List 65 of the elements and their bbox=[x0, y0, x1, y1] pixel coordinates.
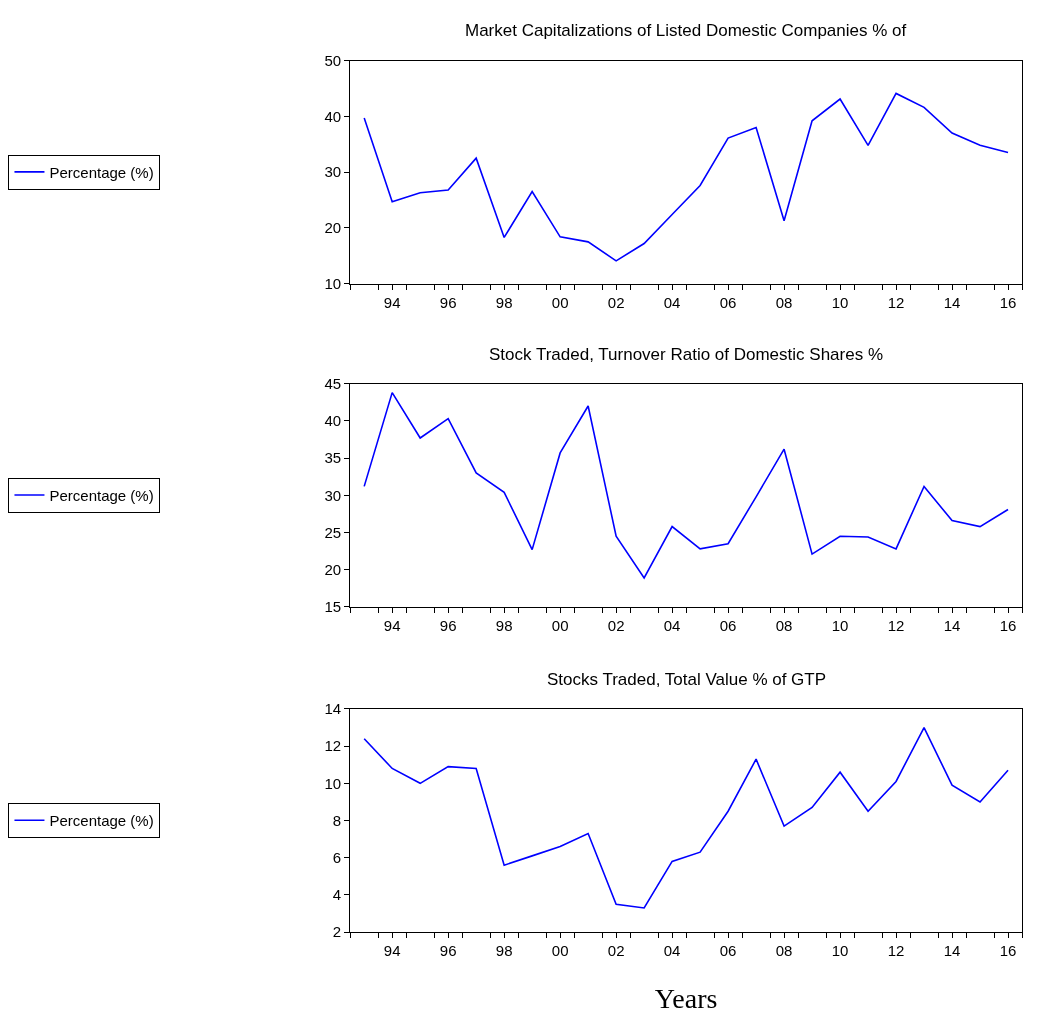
x-tick-label: 16 bbox=[999, 293, 1017, 311]
x-tick-label: 96 bbox=[439, 616, 457, 634]
x-tick-label: 04 bbox=[663, 942, 681, 960]
line-series bbox=[363, 726, 1009, 909]
chart-title: Stocks Traded, Total Value % of GTP bbox=[547, 670, 827, 689]
x-tick-label: 96 bbox=[439, 942, 457, 960]
y-tick-label: 35 bbox=[324, 449, 342, 467]
legend-label: Percentage (%) bbox=[49, 486, 154, 504]
x-tick-label: 10 bbox=[831, 942, 849, 960]
y-tick-label: 12 bbox=[324, 737, 342, 755]
x-tick-label: 02 bbox=[607, 616, 625, 634]
y-tick-label: 40 bbox=[324, 107, 342, 125]
x-tick-label: 06 bbox=[719, 293, 737, 311]
y-tick-label: 15 bbox=[324, 598, 342, 616]
x-tick-label: 98 bbox=[495, 942, 513, 960]
x-tick-label: 10 bbox=[831, 616, 849, 634]
x-tick-label: 16 bbox=[999, 616, 1017, 634]
x-axis-title: Years bbox=[654, 983, 718, 1015]
legend-label: Percentage (%) bbox=[49, 812, 154, 830]
x-tick-label: 12 bbox=[887, 942, 905, 960]
x-tick-label: 14 bbox=[943, 942, 961, 960]
x-tick-label: 94 bbox=[383, 942, 401, 960]
x-tick-label: 04 bbox=[663, 293, 681, 311]
y-tick-label: 8 bbox=[332, 811, 342, 829]
y-tick-label: 45 bbox=[324, 374, 342, 392]
x-tick-label: 02 bbox=[607, 942, 625, 960]
x-tick-label: 94 bbox=[383, 616, 401, 634]
legend-label: Percentage (%) bbox=[49, 163, 154, 181]
y-tick-label: 40 bbox=[324, 412, 342, 430]
y-tick-label: 10 bbox=[324, 774, 342, 792]
y-tick-label: 2 bbox=[332, 923, 342, 941]
y-tick-label: 14 bbox=[324, 700, 342, 718]
y-tick-label: 30 bbox=[324, 486, 342, 504]
x-tick-label: 14 bbox=[943, 616, 961, 634]
x-tick-label: 02 bbox=[607, 293, 625, 311]
chart-title: Market Capitalizations of Listed Domestic Companies % of bbox=[465, 21, 907, 40]
x-tick-label: 12 bbox=[887, 293, 905, 311]
x-tick-label: 06 bbox=[719, 942, 737, 960]
x-tick-label: 08 bbox=[775, 942, 793, 960]
x-tick-label: 12 bbox=[887, 616, 905, 634]
x-tick-label: 16 bbox=[999, 942, 1017, 960]
x-tick-label: 00 bbox=[551, 942, 569, 960]
x-tick-label: 00 bbox=[551, 293, 569, 311]
y-tick-label: 25 bbox=[324, 523, 342, 541]
y-tick-label: 50 bbox=[324, 51, 342, 69]
x-tick-label: 96 bbox=[439, 293, 457, 311]
chart-title: Stock Traded, Turnover Ratio of Domestic Shares % bbox=[489, 345, 884, 364]
line-series bbox=[363, 391, 1009, 579]
y-tick-label: 6 bbox=[332, 848, 342, 866]
x-tick-label: 10 bbox=[831, 293, 849, 311]
x-tick-label: 06 bbox=[719, 616, 737, 634]
y-tick-label: 20 bbox=[324, 560, 342, 578]
y-tick-label: 20 bbox=[324, 219, 342, 237]
line-series bbox=[363, 92, 1009, 262]
x-tick-label: 98 bbox=[495, 293, 513, 311]
x-tick-label: 00 bbox=[551, 616, 569, 634]
y-tick-label: 30 bbox=[324, 163, 342, 181]
y-tick-label: 10 bbox=[324, 274, 342, 292]
x-tick-label: 04 bbox=[663, 616, 681, 634]
x-tick-label: 98 bbox=[495, 616, 513, 634]
y-tick-label: 4 bbox=[332, 886, 342, 904]
x-tick-label: 08 bbox=[775, 293, 793, 311]
x-tick-label: 14 bbox=[943, 293, 961, 311]
x-tick-label: 94 bbox=[383, 293, 401, 311]
x-tick-label: 08 bbox=[775, 616, 793, 634]
